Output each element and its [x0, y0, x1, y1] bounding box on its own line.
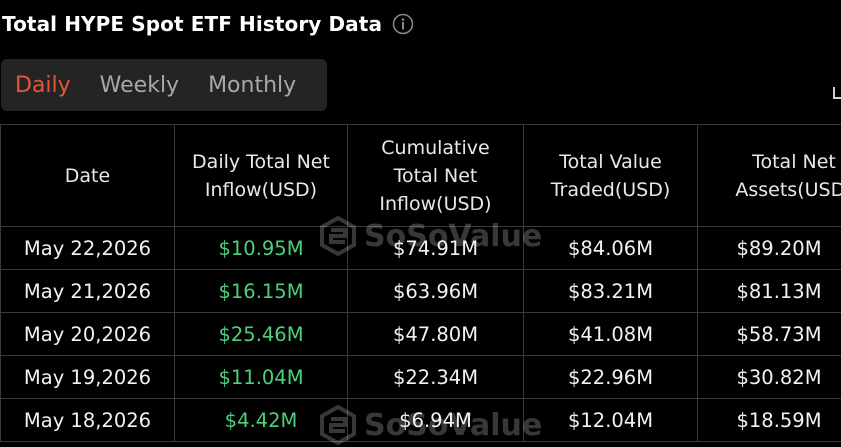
tab-weekly[interactable]: Weekly	[99, 72, 180, 98]
page-title: Total HYPE Spot ETF History Data	[2, 12, 383, 36]
column-header-value-traded[interactable]: Total Value Traded(USD)	[523, 124, 698, 227]
cell-daily-inflow: $4.42M	[174, 398, 348, 442]
cell-cumulative-inflow: $63.96M	[347, 269, 524, 313]
cell-date: May 19,2026	[0, 355, 175, 399]
cell-daily-inflow: $11.04M	[174, 355, 348, 399]
period-tabs: Daily Weekly Monthly	[1, 59, 327, 111]
column-header-date[interactable]: Date	[0, 124, 175, 227]
table-row: May 19,2026 $11.04M $22.34M $22.96M $30.…	[0, 355, 841, 399]
cell-value-traded: $84.06M	[523, 226, 698, 270]
cell-value-traded: $12.04M	[523, 398, 698, 442]
cell-daily-inflow: $25.46M	[174, 312, 348, 356]
column-header-daily-inflow[interactable]: Daily Total Net Inflow(USD)	[174, 124, 348, 227]
cell-value-traded: $22.96M	[523, 355, 698, 399]
table-row: May 21,2026 $16.15M $63.96M $83.21M $81.…	[0, 269, 841, 313]
cell-date: May 18,2026	[0, 398, 175, 442]
cell-daily-inflow: $10.95M	[174, 226, 348, 270]
table-row: May 20,2026 $25.46M $47.80M $41.08M $58.…	[0, 312, 841, 356]
cell-date: May 22,2026	[0, 226, 175, 270]
cell-date: May 21,2026	[0, 269, 175, 313]
cell-net-assets: $58.73M	[697, 312, 841, 356]
tab-daily[interactable]: Daily	[15, 72, 71, 98]
info-icon[interactable]	[392, 13, 414, 35]
cell-net-assets: $81.13M	[697, 269, 841, 313]
tab-monthly[interactable]: Monthly	[208, 72, 297, 98]
table-header-row: Date Daily Total Net Inflow(USD) Cumulat…	[0, 124, 841, 227]
table-row: May 18,2026 $4.42M $6.94M $12.04M $18.59…	[0, 398, 841, 442]
cell-net-assets: $30.82M	[697, 355, 841, 399]
title-row: Total HYPE Spot ETF History Data	[2, 8, 414, 40]
cell-cumulative-inflow: $74.91M	[347, 226, 524, 270]
cell-date: May 20,2026	[0, 312, 175, 356]
cell-value-traded: $83.21M	[523, 269, 698, 313]
cell-cumulative-inflow: $6.94M	[347, 398, 524, 442]
cell-value-traded: $41.08M	[523, 312, 698, 356]
cell-cumulative-inflow: $22.34M	[347, 355, 524, 399]
cell-cumulative-inflow: $47.80M	[347, 312, 524, 356]
column-header-cumulative-inflow[interactable]: Cumulative Total Net Inflow(USD)	[347, 124, 524, 227]
download-icon[interactable]	[833, 87, 841, 99]
cell-net-assets: $18.59M	[697, 398, 841, 442]
cell-net-assets: $89.20M	[697, 226, 841, 270]
column-header-net-assets[interactable]: Total Net Assets(USD)	[697, 124, 841, 227]
etf-history-table: Date Daily Total Net Inflow(USD) Cumulat…	[0, 124, 841, 442]
cell-daily-inflow: $16.15M	[174, 269, 348, 313]
table-row: May 22,2026 $10.95M $74.91M $84.06M $89.…	[0, 226, 841, 270]
